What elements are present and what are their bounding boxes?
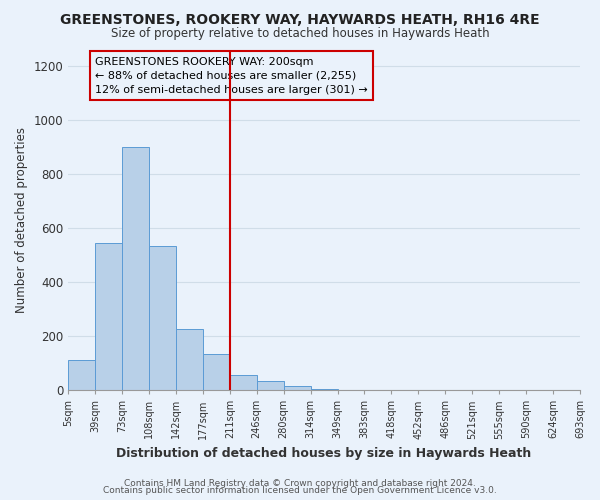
Text: GREENSTONES, ROOKERY WAY, HAYWARDS HEATH, RH16 4RE: GREENSTONES, ROOKERY WAY, HAYWARDS HEATH… — [60, 12, 540, 26]
Bar — [122, 147, 149, 390]
Text: Contains HM Land Registry data © Crown copyright and database right 2024.: Contains HM Land Registry data © Crown c… — [124, 478, 476, 488]
Bar — [230, 376, 257, 390]
Bar — [95, 243, 122, 390]
Bar — [203, 354, 230, 390]
Bar — [284, 386, 311, 390]
Bar — [68, 360, 95, 390]
Text: Size of property relative to detached houses in Haywards Heath: Size of property relative to detached ho… — [110, 28, 490, 40]
Y-axis label: Number of detached properties: Number of detached properties — [15, 127, 28, 313]
Bar — [149, 246, 176, 390]
Text: GREENSTONES ROOKERY WAY: 200sqm
← 88% of detached houses are smaller (2,255)
12%: GREENSTONES ROOKERY WAY: 200sqm ← 88% of… — [95, 57, 368, 95]
Bar — [176, 330, 203, 390]
Bar — [257, 380, 284, 390]
X-axis label: Distribution of detached houses by size in Haywards Heath: Distribution of detached houses by size … — [116, 447, 532, 460]
Text: Contains public sector information licensed under the Open Government Licence v3: Contains public sector information licen… — [103, 486, 497, 495]
Bar — [311, 389, 338, 390]
